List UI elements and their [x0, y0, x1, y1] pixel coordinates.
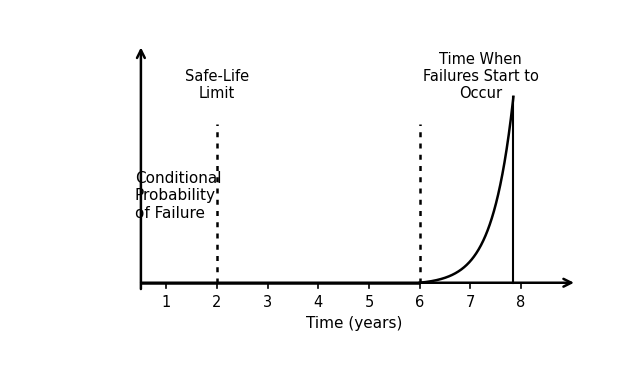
Text: 4: 4	[314, 295, 323, 310]
Text: 5: 5	[365, 295, 374, 310]
Text: 1: 1	[162, 295, 171, 310]
Text: Time When
Failures Start to
Occur: Time When Failures Start to Occur	[422, 51, 539, 101]
Text: Conditional
Probability
of Failure: Conditional Probability of Failure	[135, 171, 221, 220]
Text: Time (years): Time (years)	[306, 316, 402, 331]
Text: 2: 2	[213, 295, 221, 310]
Text: 3: 3	[263, 295, 272, 310]
Text: 7: 7	[465, 295, 475, 310]
Text: 6: 6	[415, 295, 424, 310]
Text: Safe-Life
Limit: Safe-Life Limit	[185, 69, 249, 101]
Text: 8: 8	[516, 295, 526, 310]
